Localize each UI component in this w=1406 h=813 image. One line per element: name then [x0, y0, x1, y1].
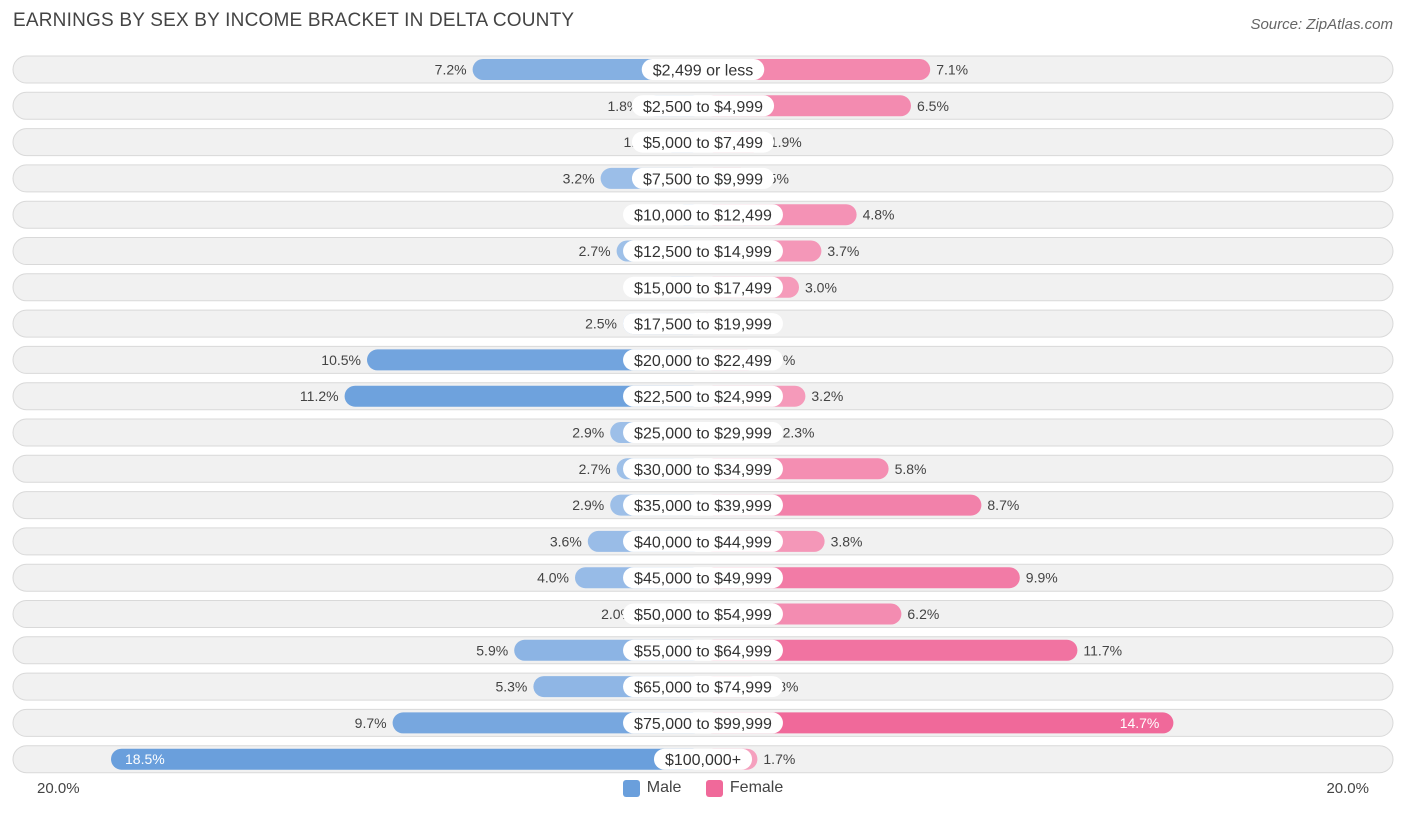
category-label: $7,500 to $9,999: [643, 171, 763, 188]
category-label: $100,000+: [665, 752, 741, 769]
legend-label-female: Female: [729, 779, 784, 796]
category-label: $45,000 to $49,999: [634, 571, 772, 588]
category-pill: [631, 131, 775, 153]
category-label: $35,000 to $39,999: [634, 498, 772, 515]
category-label: $25,000 to $29,999: [634, 426, 772, 443]
category-pill: [623, 494, 783, 516]
male-bar[interactable]: [111, 748, 703, 770]
female-value-label: 3.7%: [827, 243, 859, 259]
legend: Male Female: [0, 779, 1406, 802]
male-value-label: 7.2%: [435, 62, 467, 78]
male-value-label: 2.7%: [579, 243, 611, 259]
female-value-label: 8.7%: [987, 497, 1019, 513]
category-label: $65,000 to $74,999: [634, 680, 772, 697]
category-label: $30,000 to $34,999: [634, 462, 772, 479]
female-value-label: 2.3%: [783, 425, 815, 441]
category-label: $10,000 to $12,499: [634, 208, 772, 225]
category-label: $12,500 to $14,999: [634, 244, 772, 261]
category-pill: [623, 530, 783, 552]
category-pill: [623, 567, 783, 589]
female-value-label: 1.9%: [770, 134, 802, 150]
chart-title: EARNINGS BY SEX BY INCOME BRACKET IN DEL…: [13, 10, 575, 31]
category-label: $5,000 to $7,499: [643, 135, 763, 152]
female-value-label: 5.8%: [895, 461, 927, 477]
female-value-label: 6.5%: [917, 98, 949, 114]
category-pill: [623, 385, 783, 407]
female-value-label: 4.8%: [863, 207, 895, 223]
category-label: $15,000 to $17,499: [634, 280, 772, 297]
category-pill: [623, 676, 783, 698]
male-value-label: 3.6%: [550, 533, 582, 549]
category-pill: [623, 276, 783, 298]
legend-swatch-female: [705, 779, 723, 797]
category-pill: [623, 313, 783, 335]
category-label: $17,500 to $19,999: [634, 317, 772, 334]
category-label: $40,000 to $44,999: [634, 534, 772, 551]
male-value-label: 4.0%: [537, 570, 569, 586]
female-value-label: 3.0%: [805, 279, 837, 295]
female-value-label: 3.2%: [811, 388, 843, 404]
legend-swatch-male: [622, 779, 640, 797]
female-value-label: 11.7%: [1083, 642, 1122, 658]
female-value-label: 6.2%: [907, 606, 939, 622]
category-pill: [623, 639, 783, 661]
axis-right-label: 20.0%: [1326, 780, 1369, 797]
category-pill: [623, 458, 783, 480]
category-pill: [623, 349, 783, 371]
category-pill: [623, 712, 783, 734]
male-value-label: 3.2%: [563, 170, 595, 186]
category-label: $55,000 to $64,999: [634, 643, 772, 660]
category-pill: [623, 603, 783, 625]
category-pill: [653, 748, 753, 770]
legend-label-male: Male: [646, 779, 682, 796]
category-pill: [631, 95, 775, 117]
male-value-label: 2.9%: [572, 497, 604, 513]
male-value-label: 2.9%: [572, 425, 604, 441]
category-pill: [623, 422, 783, 443]
category-label: $50,000 to $54,999: [634, 607, 772, 624]
male-bar[interactable]: [367, 349, 703, 371]
female-value-label: 7.1%: [936, 62, 968, 78]
male-value-label: 1.8%: [607, 98, 639, 114]
category-pill: [641, 59, 765, 80]
male-value-label: 5.3%: [495, 679, 527, 695]
legend-item-male[interactable]: Male: [622, 779, 682, 797]
axis-left-label: 20.0%: [37, 780, 80, 797]
category-label: $20,000 to $22,499: [634, 353, 772, 370]
category-pill: [623, 204, 783, 226]
category-label: $75,000 to $99,999: [634, 716, 772, 733]
male-value-label: 5.9%: [476, 642, 508, 658]
female-value-label: 1.7%: [763, 751, 795, 767]
male-value-label: 18.5%: [125, 751, 165, 767]
category-label: $2,500 to $4,999: [643, 99, 763, 116]
male-value-label: 11.2%: [300, 388, 339, 404]
female-bar[interactable]: [703, 567, 1020, 589]
female-bar[interactable]: [703, 639, 1078, 661]
male-value-label: 10.5%: [321, 352, 361, 368]
male-value-label: 2.7%: [579, 461, 611, 477]
male-bar[interactable]: [344, 385, 703, 407]
female-value-label: 9.9%: [1026, 570, 1058, 586]
category-label: $2,499 or less: [653, 63, 754, 80]
category-pill: [623, 240, 783, 262]
source-note: Source: ZipAtlas.com: [1250, 16, 1393, 33]
female-value-label: 14.7%: [1120, 715, 1160, 731]
male-value-label: 9.7%: [355, 715, 387, 731]
male-value-label: 2.5%: [585, 316, 617, 332]
category-label: $22,500 to $24,999: [634, 389, 772, 406]
female-bar[interactable]: [703, 712, 1174, 734]
legend-item-female[interactable]: Female: [705, 779, 784, 797]
category-pill: [631, 167, 775, 189]
female-value-label: 3.8%: [831, 533, 863, 549]
